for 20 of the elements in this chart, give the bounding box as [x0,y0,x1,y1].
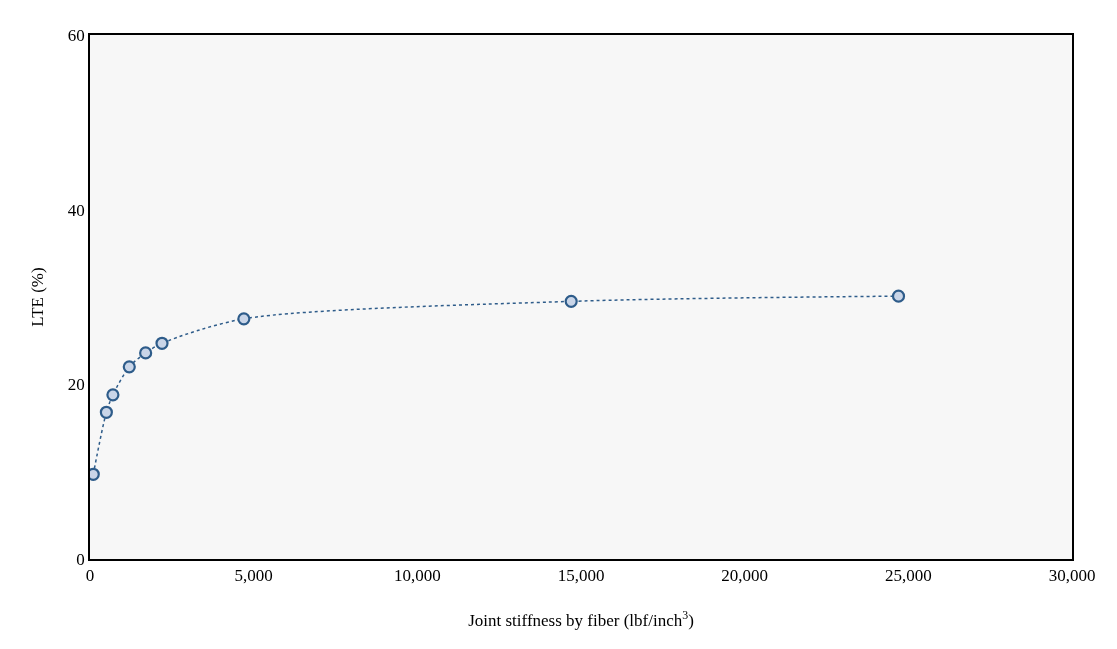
x-tick-label: 10,000 [393,566,441,586]
y-axis-title: LTE (%) [27,267,47,327]
x-tick-label: 5,000 [234,566,273,586]
point [237,312,251,326]
x-tick-label: 25,000 [884,566,932,586]
point [139,346,153,360]
point [99,405,113,419]
x-tick-label: 30,000 [1048,566,1096,586]
point [564,294,578,308]
point [122,360,136,374]
x-tick-label: 15,000 [557,566,605,586]
y-tick-label: 0 [76,549,85,569]
y-tick-label: 40 [67,200,85,220]
y-tick-label: 60 [67,25,85,45]
point [106,388,120,402]
x-axis-title: Joint stiffness by fiber (lbf/inch$^{3}$) [468,607,694,631]
y-tick-label: 20 [67,375,85,395]
point [155,336,169,350]
point [891,289,906,303]
x-tick-label: 20,000 [721,566,769,586]
